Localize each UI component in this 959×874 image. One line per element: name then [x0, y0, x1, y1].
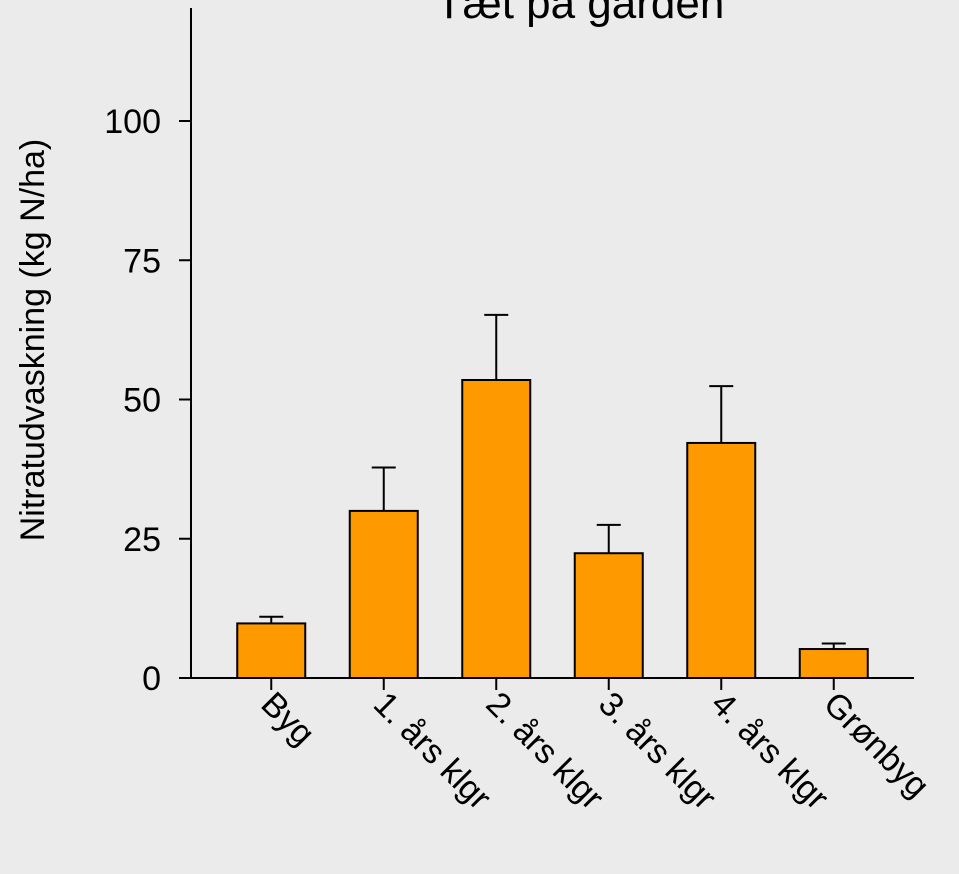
y-tick-label: 50	[123, 382, 161, 420]
bar	[686, 441, 757, 680]
chart-title: Tæt på gården	[436, 0, 725, 28]
bar	[348, 509, 419, 679]
x-tick-label: 4. års klgr	[704, 685, 836, 817]
y-tick-label: 100	[104, 103, 161, 141]
x-tick-label: 1. års klgr	[366, 685, 498, 817]
bar	[573, 552, 644, 679]
x-tick-label: 3. års klgr	[591, 685, 723, 817]
bar	[798, 648, 869, 680]
bar	[236, 622, 307, 679]
y-tick-label: 25	[123, 521, 161, 559]
y-tick-label: 0	[142, 660, 161, 698]
y-axis-label: Nitratudvaskning (kg N/ha)	[14, 139, 52, 542]
bar	[461, 379, 532, 679]
x-tick-label: 2. års klgr	[479, 685, 611, 817]
y-tick-label: 75	[123, 242, 161, 280]
x-tick-label: Byg	[254, 685, 322, 753]
